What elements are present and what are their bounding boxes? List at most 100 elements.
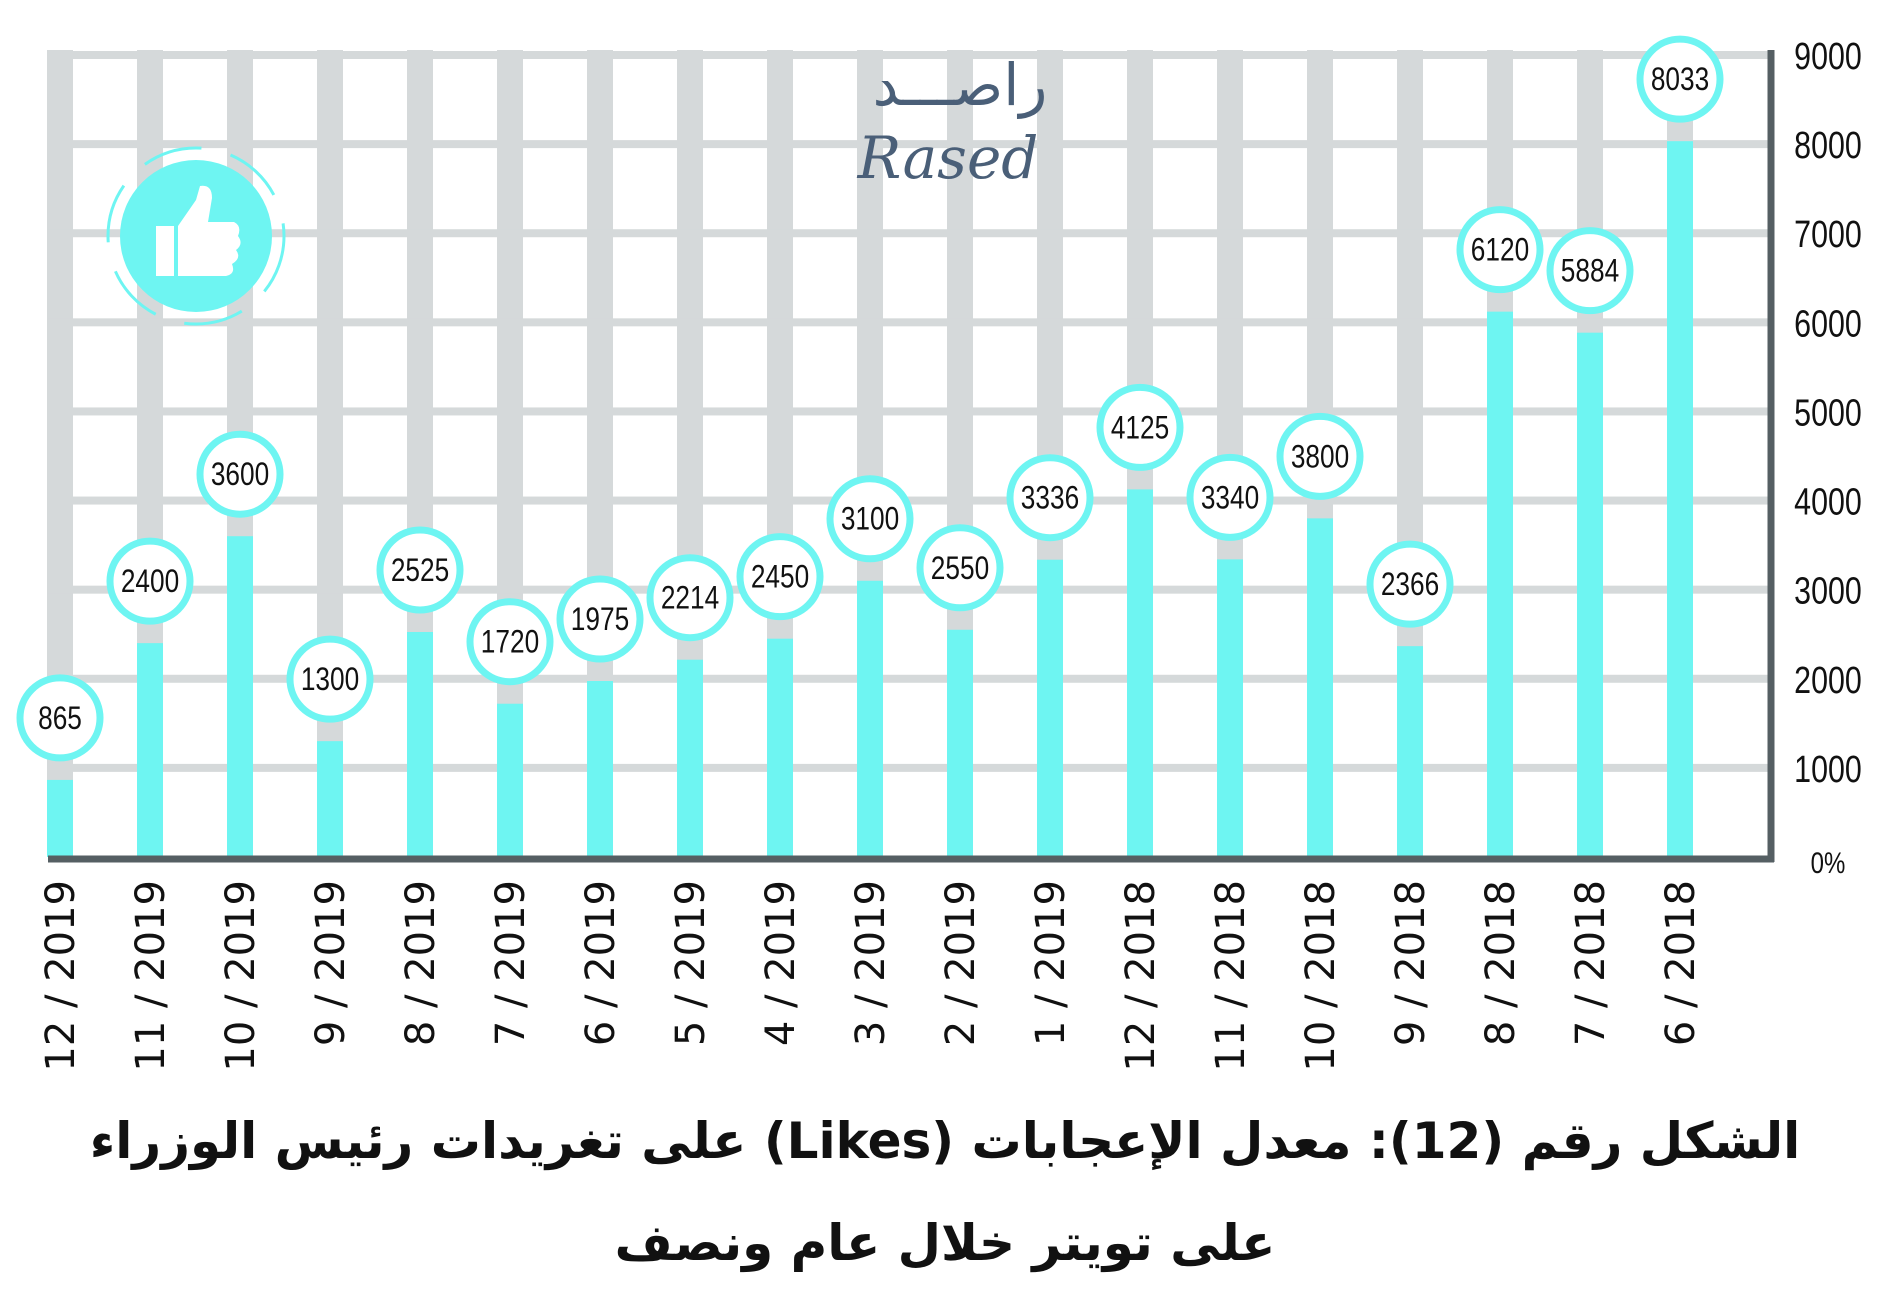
x-axis-ticks: 12 / 2019 11 / 2019 10 / 2019 9 / 2019 8 / 2… <box>38 880 1704 1072</box>
x-tick-label: 12 / 2018 <box>1118 880 1164 1072</box>
y-tick-label: 1000 <box>1794 749 1862 791</box>
data-label-ring <box>16 674 104 762</box>
x-tick-label: 12 / 2019 <box>38 880 84 1072</box>
chart-title-line-2: على تويتر خلال عام ونصف <box>614 1214 1276 1272</box>
data-label-ring <box>1006 454 1094 542</box>
x-tick-label: 7 / 2018 <box>1568 880 1614 1046</box>
bar <box>1127 489 1153 857</box>
y-axis-ticks: 0% 1000 2000 3000 4000 5000 6000 7000 8000 9000 <box>1794 36 1862 880</box>
x-tick-label: 11 / 2018 <box>1208 880 1254 1072</box>
data-label-ring <box>376 526 464 614</box>
y-tick-label: 6000 <box>1794 303 1862 345</box>
bar <box>317 741 343 857</box>
data-label-ring <box>106 537 194 625</box>
y-tick-label: 7000 <box>1794 214 1862 256</box>
bar <box>227 536 253 857</box>
x-tick-label: 1 / 2019 <box>1028 880 1074 1046</box>
x-tick-label: 8 / 2018 <box>1478 880 1524 1046</box>
thumbs-up-icon <box>106 146 286 326</box>
data-label-ring <box>916 524 1004 612</box>
data-label: 3336 <box>1021 481 1079 516</box>
x-tick-label: 6 / 2018 <box>1658 880 1704 1046</box>
data-label: 2400 <box>121 565 179 600</box>
logo: راصـــد Rased <box>857 51 1048 192</box>
bar <box>1487 311 1513 857</box>
x-tick-label: 10 / 2018 <box>1298 880 1344 1072</box>
data-label: 8033 <box>1651 63 1709 98</box>
bar <box>1397 646 1423 857</box>
data-label-ring <box>1636 35 1724 123</box>
data-label: 3600 <box>211 458 269 493</box>
data-label-ring <box>196 430 284 518</box>
bar <box>137 643 163 857</box>
y-tick-label: 2000 <box>1794 660 1862 702</box>
bar <box>1217 559 1243 857</box>
x-tick-label: 8 / 2019 <box>398 880 444 1046</box>
x-tick-label: 11 / 2019 <box>128 880 174 1072</box>
logo-arabic: راصـــد <box>873 51 1048 119</box>
gridline <box>48 229 1771 238</box>
data-label: 3100 <box>841 502 899 537</box>
gridline <box>48 674 1771 683</box>
data-label-ring <box>646 554 734 642</box>
data-label: 2366 <box>1381 568 1439 603</box>
y-tick-label: 3000 <box>1794 571 1862 613</box>
bar <box>1667 141 1693 858</box>
data-label: 1720 <box>481 625 539 660</box>
bar <box>497 703 523 857</box>
data-label-ring <box>466 598 554 686</box>
data-label-ring <box>736 533 824 621</box>
bar <box>47 779 73 857</box>
y-tick-label: 8000 <box>1794 125 1862 167</box>
x-tick-label: 6 / 2019 <box>578 880 624 1046</box>
data-label: 2450 <box>751 560 809 595</box>
data-label-ring <box>1456 206 1544 294</box>
x-tick-label: 2 / 2019 <box>938 880 984 1046</box>
gridline <box>48 318 1771 327</box>
data-label-ring <box>1366 540 1454 628</box>
gridline <box>48 51 1771 59</box>
gridline <box>48 140 1771 149</box>
bar <box>677 659 703 857</box>
data-label-ring <box>286 635 374 723</box>
data-label-ring <box>1546 227 1634 315</box>
data-labels: 865 2400 3600 1300 2525 1720 1975 2214 2450 3100 2… <box>16 35 1724 762</box>
data-label: 2525 <box>391 554 449 589</box>
data-label-ring <box>1186 453 1274 541</box>
bar <box>407 631 433 857</box>
bar <box>1577 332 1603 857</box>
gridline <box>48 585 1771 594</box>
data-label-ring <box>826 475 914 563</box>
data-label-ring <box>556 575 644 663</box>
data-label: 6120 <box>1471 233 1529 268</box>
x-tick-label: 10 / 2019 <box>218 880 264 1072</box>
x-tick-label: 5 / 2019 <box>668 880 714 1046</box>
gridline <box>48 407 1771 416</box>
bar <box>767 638 793 857</box>
grid-column <box>317 50 343 857</box>
logo-latin: Rased <box>857 124 1039 192</box>
x-tick-label: 4 / 2019 <box>758 880 804 1046</box>
y-tick-label: 9000 <box>1794 36 1862 78</box>
gridline <box>48 763 1771 772</box>
y-tick-label: 4000 <box>1794 481 1862 523</box>
x-tick-label: 9 / 2019 <box>308 880 354 1046</box>
x-tick-label: 9 / 2018 <box>1388 880 1434 1046</box>
bar <box>1307 518 1333 857</box>
data-label: 1300 <box>301 663 359 698</box>
data-label: 2214 <box>661 581 719 616</box>
y-tick-label: 0% <box>1811 845 1846 879</box>
bar <box>857 580 883 857</box>
bar <box>947 629 973 857</box>
data-label: 3800 <box>1291 440 1349 475</box>
data-label: 865 <box>38 702 82 737</box>
data-label-ring <box>1096 383 1184 471</box>
x-tick-label: 3 / 2019 <box>848 880 894 1046</box>
data-label-ring <box>1276 412 1364 500</box>
data-label: 4125 <box>1111 411 1169 446</box>
y-tick-label: 5000 <box>1794 392 1862 434</box>
data-label: 5884 <box>1561 254 1619 289</box>
data-label: 3340 <box>1201 481 1259 516</box>
data-label: 1975 <box>571 603 629 638</box>
x-tick-label: 7 / 2019 <box>488 880 534 1046</box>
